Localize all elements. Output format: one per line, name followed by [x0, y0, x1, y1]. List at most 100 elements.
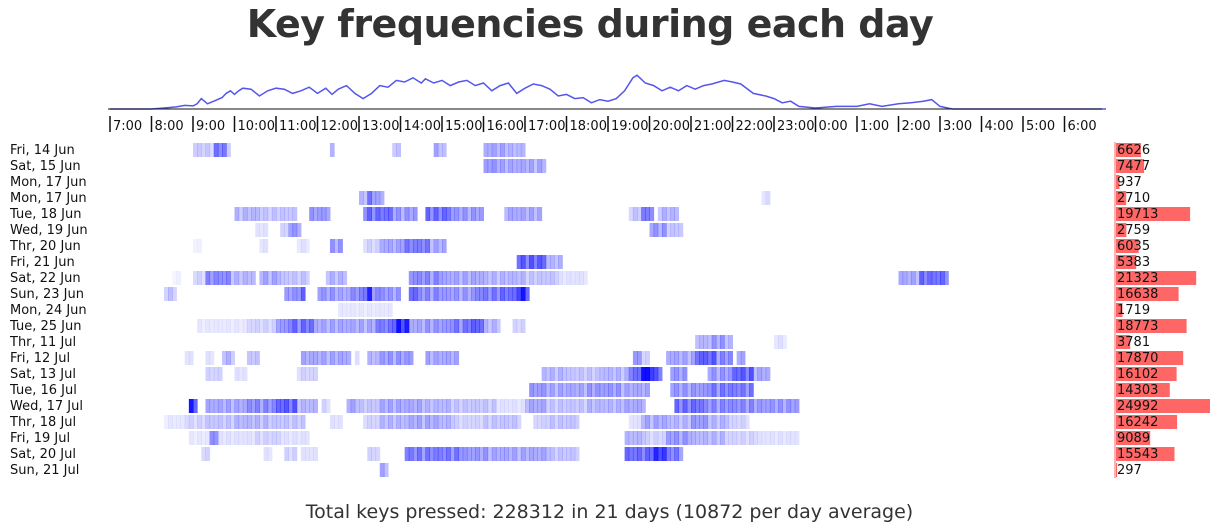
- heat-cell: [591, 383, 597, 397]
- heat-cell: [437, 287, 443, 301]
- heat-cell: [201, 143, 206, 157]
- total-bar: [1116, 159, 1145, 173]
- heat-cell: [309, 367, 314, 381]
- heat-cell: [267, 399, 273, 413]
- heat-cell: [388, 239, 393, 253]
- heat-cell: [632, 431, 638, 445]
- heat-cell: [442, 319, 447, 333]
- heat-cell: [541, 159, 547, 173]
- heat-cell: [213, 319, 219, 333]
- heat-cell: [744, 383, 750, 397]
- heat-cell: [632, 399, 638, 413]
- heat-cell: [442, 447, 447, 461]
- heat-cell: [520, 319, 526, 333]
- heat-cell: [657, 431, 663, 445]
- heat-cell: [774, 399, 779, 413]
- heat-cell: [263, 431, 269, 445]
- day-label: Thr, 11 Jul: [9, 335, 76, 350]
- heat-cell: [666, 207, 671, 221]
- heat-cell: [628, 367, 634, 381]
- heat-cell: [707, 367, 713, 381]
- heat-cell: [475, 415, 480, 429]
- heat-cell: [587, 399, 592, 413]
- heat-cell: [284, 415, 289, 429]
- total-summary: Total keys pressed: 228312 in 21 days (1…: [305, 501, 914, 523]
- heat-cell: [570, 367, 576, 381]
- total-value: 9089: [1117, 431, 1150, 446]
- heat-cell: [632, 367, 638, 381]
- heat-cell: [608, 399, 613, 413]
- heat-cell: [649, 367, 655, 381]
- heat-cell: [570, 447, 576, 461]
- tick-label: 11:00: [279, 119, 316, 134]
- heat-cell: [450, 271, 455, 285]
- heat-cell: [794, 431, 800, 445]
- total-bar: [1116, 191, 1127, 205]
- heat-cell: [682, 383, 688, 397]
- heat-cell: [288, 287, 294, 301]
- heat-cell: [649, 447, 655, 461]
- heat-cell: [246, 271, 252, 285]
- heat-cell: [670, 351, 675, 365]
- heat-cell: [450, 351, 455, 365]
- heat-cell: [346, 303, 352, 317]
- heat-cell: [255, 431, 260, 445]
- heat-cell: [458, 287, 464, 301]
- heat-cell: [383, 399, 389, 413]
- heat-cell: [408, 319, 414, 333]
- heat-cell: [197, 271, 202, 285]
- heat-cell: [300, 351, 306, 365]
- heat-cell: [765, 399, 771, 413]
- heat-cell: [508, 399, 514, 413]
- heat-cell: [325, 271, 331, 285]
- heat-cell: [462, 271, 468, 285]
- heat-cell: [516, 271, 522, 285]
- heat-cell: [686, 431, 692, 445]
- heat-cell: [217, 431, 223, 445]
- heat-cell: [529, 399, 534, 413]
- heat-cell: [201, 447, 206, 461]
- heat-cell: [645, 207, 650, 221]
- heat-cell: [222, 271, 227, 285]
- heat-cell: [313, 319, 318, 333]
- heat-cell: [637, 383, 642, 397]
- heat-cell: [292, 319, 298, 333]
- heat-cell: [209, 367, 215, 381]
- heat-cell: [450, 287, 455, 301]
- heat-cell: [446, 399, 451, 413]
- heat-cell: [674, 207, 680, 221]
- heat-cell: [616, 383, 621, 397]
- heat-cell: [421, 319, 426, 333]
- heat-cell: [529, 207, 534, 221]
- heat-cell: [267, 207, 273, 221]
- heat-cell: [657, 367, 663, 381]
- heat-cell: [197, 431, 202, 445]
- heat-cell: [300, 271, 306, 285]
- heat-cell: [367, 319, 372, 333]
- heat-cell: [242, 207, 248, 221]
- heat-cell: [736, 367, 742, 381]
- heat-cell: [213, 415, 219, 429]
- heat-cell: [193, 239, 198, 253]
- heat-cell: [371, 287, 377, 301]
- heat-cell: [749, 399, 754, 413]
- heat-cell: [670, 207, 675, 221]
- total-bar: [1116, 415, 1178, 429]
- heat-cell: [583, 399, 588, 413]
- heat-cell: [566, 367, 572, 381]
- heat-cell: [632, 207, 638, 221]
- heat-cell: [769, 431, 775, 445]
- heat-cell: [371, 319, 377, 333]
- heat-cell: [417, 415, 422, 429]
- heat-cell: [923, 271, 929, 285]
- heat-cell: [724, 383, 729, 397]
- heat-cell: [566, 383, 572, 397]
- heat-cell: [388, 415, 393, 429]
- heat-cell: [508, 143, 514, 157]
- heat-cell: [421, 239, 426, 253]
- tick-label: 23:00: [777, 119, 814, 134]
- total-value: 19713: [1117, 207, 1158, 222]
- heat-cell: [624, 447, 630, 461]
- heat-cell: [379, 207, 385, 221]
- heat-cell: [425, 271, 431, 285]
